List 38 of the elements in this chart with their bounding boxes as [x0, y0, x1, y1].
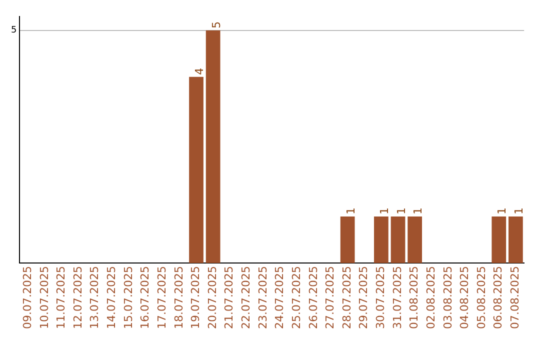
x-tick-label: 07.08.2025 [508, 266, 522, 330]
x-tick-label: 14.07.2025 [105, 266, 118, 330]
x-tick-label: 29.07.2025 [357, 266, 370, 330]
x-tick-label: 20.07.2025 [206, 266, 219, 330]
data-label: 1 [378, 207, 392, 214]
x-tick-label: 22.07.2025 [240, 266, 253, 330]
data-label: 5 [210, 21, 223, 28]
x-tick-label: 06.08.2025 [492, 266, 505, 330]
x-tick-label: 02.08.2025 [424, 266, 438, 330]
x-tick-label: 25.07.2025 [290, 266, 303, 330]
x-tick-label: 21.07.2025 [222, 266, 236, 330]
data-label: 1 [344, 207, 358, 214]
x-tick-label: 16.07.2025 [138, 266, 152, 330]
x-tick-label: 01.08.2025 [408, 266, 421, 330]
data-label: 1 [394, 207, 408, 214]
x-tick-label: 15.07.2025 [122, 266, 135, 330]
x-tick-label: 27.07.2025 [324, 266, 337, 330]
data-label: 4 [193, 68, 206, 75]
x-tick-label: 09.07.2025 [20, 266, 34, 330]
data-label: 1 [512, 207, 526, 214]
x-tick-label: 13.07.2025 [88, 266, 102, 330]
x-tick-label: 04.08.2025 [458, 266, 472, 330]
data-label: 1 [496, 207, 509, 214]
x-tick-label: 26.07.2025 [306, 266, 320, 330]
x-tick-label: 19.07.2025 [189, 266, 202, 330]
x-tick-label: 31.07.2025 [390, 266, 404, 330]
x-tick-label: 28.07.2025 [340, 266, 354, 330]
x-tick-label: 12.07.2025 [71, 266, 84, 330]
x-tick-label: 10.07.2025 [38, 266, 51, 330]
x-tick-label: 30.07.2025 [374, 266, 388, 330]
x-tick-label: 17.07.2025 [155, 266, 168, 330]
data-label: 1 [412, 207, 425, 214]
x-tick-label: 05.08.2025 [474, 266, 488, 330]
x-tick-label: 23.07.2025 [256, 266, 270, 330]
x-tick-label: 03.08.2025 [441, 266, 454, 330]
x-tick-label: 11.07.2025 [54, 266, 68, 330]
x-tick-label: 18.07.2025 [172, 266, 186, 330]
x-tick-label: 24.07.2025 [273, 266, 286, 330]
